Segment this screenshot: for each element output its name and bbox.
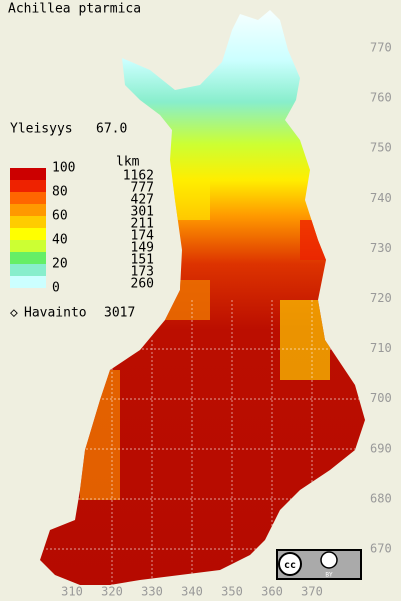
y-axis-label: 710 (370, 341, 392, 355)
frequency-label: Yleisyys (10, 122, 73, 137)
legend-scale-label: 40 (52, 233, 68, 248)
y-axis-label: 730 (370, 241, 392, 255)
x-axis-label: 320 (101, 585, 123, 599)
title: Achillea ptarmica (8, 2, 141, 17)
legend-scale-label: 80 (52, 185, 68, 200)
observation-label: Havainto (24, 306, 87, 321)
legend-scale-label: 60 (52, 209, 68, 224)
observation-value: 3017 (104, 306, 135, 321)
y-axis-label: 740 (370, 191, 392, 205)
y-axis-label: 750 (370, 141, 392, 155)
y-axis-label: 770 (370, 41, 392, 55)
y-axis-label: 680 (370, 491, 392, 505)
x-axis-label: 340 (181, 585, 203, 599)
x-axis-label: 310 (61, 585, 83, 599)
legend-count: 777 (131, 181, 154, 196)
legend-count: 211 (131, 217, 154, 232)
legend-count: 149 (131, 241, 154, 256)
legend-scale-label: 100 (52, 161, 75, 176)
y-axis-label: 700 (370, 391, 392, 405)
y-axis-label: 690 (370, 441, 392, 455)
y-axis-label: 720 (370, 291, 392, 305)
legend-count: 1162 (123, 169, 154, 184)
legend-count: 427 (131, 193, 154, 208)
x-axis-label: 350 (221, 585, 243, 599)
legend-count: 151 (131, 253, 154, 268)
x-axis-label: 330 (141, 585, 163, 599)
x-axis-label: 370 (301, 585, 323, 599)
legend-scale-label: 20 (52, 257, 68, 272)
y-axis-label: 760 (370, 91, 392, 105)
legend-count: 260 (131, 277, 154, 292)
cc-text: cc (284, 560, 296, 571)
license-badge: cc BY (276, 549, 362, 580)
x-axis-label: 360 (261, 585, 283, 599)
frequency-value: 67.0 (96, 122, 127, 137)
legend-count: 173 (131, 265, 154, 280)
legend-swatches (10, 168, 46, 288)
legend-count: 174 (131, 229, 155, 244)
by-text: BY (325, 572, 333, 579)
observation-symbol: ◇ (10, 306, 18, 321)
y-axis-label: 670 (370, 542, 392, 556)
legend-scale-label: 0 (52, 281, 60, 296)
count-header: lkm (116, 155, 140, 170)
legend-count: 301 (131, 205, 154, 220)
